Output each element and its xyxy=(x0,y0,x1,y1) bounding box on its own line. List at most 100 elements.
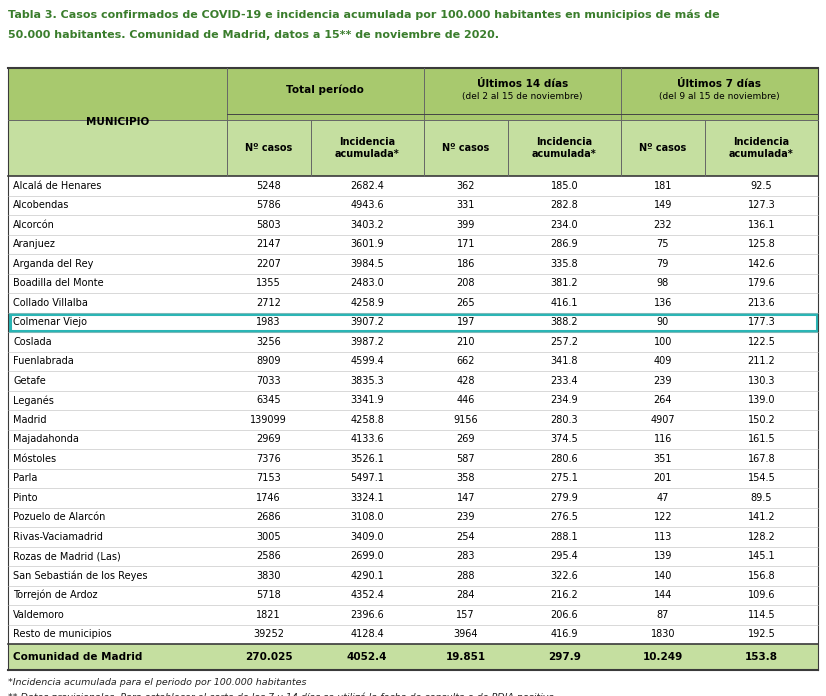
Text: 269: 269 xyxy=(457,434,475,444)
Text: 7376: 7376 xyxy=(256,454,281,464)
Text: 149: 149 xyxy=(653,200,672,210)
Text: 144: 144 xyxy=(653,590,672,600)
Text: 409: 409 xyxy=(653,356,672,366)
Text: 416.1: 416.1 xyxy=(551,298,578,308)
Text: Nº casos: Nº casos xyxy=(639,143,686,153)
Text: Incidencia
acumulada*: Incidencia acumulada* xyxy=(335,137,400,159)
Text: 213.6: 213.6 xyxy=(748,298,776,308)
Text: 139099: 139099 xyxy=(250,415,287,425)
Text: Total período: Total período xyxy=(286,85,364,95)
Text: 3526.1: 3526.1 xyxy=(350,454,384,464)
Text: 127.3: 127.3 xyxy=(748,200,776,210)
Text: 113: 113 xyxy=(653,532,672,541)
Text: 216.2: 216.2 xyxy=(550,590,578,600)
Text: Majadahonda: Majadahonda xyxy=(13,434,78,444)
Text: 185.0: 185.0 xyxy=(550,181,578,191)
Text: 4133.6: 4133.6 xyxy=(350,434,384,444)
Text: 2586: 2586 xyxy=(256,551,281,561)
Text: 2699.0: 2699.0 xyxy=(350,551,384,561)
Text: 351: 351 xyxy=(653,454,672,464)
Text: 153.8: 153.8 xyxy=(745,652,778,662)
Text: 335.8: 335.8 xyxy=(550,259,578,269)
Text: MUNICIPIO: MUNICIPIO xyxy=(86,117,149,127)
Text: Últimos 14 días: Últimos 14 días xyxy=(477,79,568,89)
Text: 4258.9: 4258.9 xyxy=(350,298,384,308)
Text: 5786: 5786 xyxy=(256,200,281,210)
Text: 282.8: 282.8 xyxy=(550,200,578,210)
Text: 270.025: 270.025 xyxy=(244,652,292,662)
Bar xyxy=(8,176,818,644)
Text: 4258.8: 4258.8 xyxy=(350,415,384,425)
Text: 145.1: 145.1 xyxy=(748,551,776,561)
Text: 3907.2: 3907.2 xyxy=(350,317,384,327)
Text: 288: 288 xyxy=(457,571,475,580)
Text: 206.6: 206.6 xyxy=(550,610,578,619)
Text: 4599.4: 4599.4 xyxy=(350,356,384,366)
Text: 3835.3: 3835.3 xyxy=(350,376,384,386)
Text: 140: 140 xyxy=(653,571,672,580)
Text: 167.8: 167.8 xyxy=(748,454,776,464)
Text: 358: 358 xyxy=(457,473,475,483)
Text: 3403.2: 3403.2 xyxy=(350,220,384,230)
Text: Nº casos: Nº casos xyxy=(245,143,292,153)
Text: 128.2: 128.2 xyxy=(748,532,776,541)
Text: Colmenar Viejo: Colmenar Viejo xyxy=(13,317,87,327)
Text: 141.2: 141.2 xyxy=(748,512,776,522)
Text: Torrejón de Ardoz: Torrejón de Ardoz xyxy=(13,590,97,601)
Text: 3601.9: 3601.9 xyxy=(350,239,384,249)
Text: 181: 181 xyxy=(653,181,672,191)
Text: 239: 239 xyxy=(457,512,475,522)
Text: 234.0: 234.0 xyxy=(550,220,578,230)
Text: 284: 284 xyxy=(457,590,475,600)
Text: 4352.4: 4352.4 xyxy=(350,590,384,600)
Text: 428: 428 xyxy=(457,376,475,386)
Text: *Incidencia acumulada para el periodo por 100.000 habitantes: *Incidencia acumulada para el periodo po… xyxy=(8,678,306,687)
Text: 2969: 2969 xyxy=(256,434,281,444)
Text: Aranjuez: Aranjuez xyxy=(13,239,56,249)
Text: Alcobendas: Alcobendas xyxy=(13,200,69,210)
Text: 139.0: 139.0 xyxy=(748,395,775,405)
Bar xyxy=(8,120,818,176)
Text: 5718: 5718 xyxy=(256,590,281,600)
Text: 2147: 2147 xyxy=(256,239,281,249)
Text: 1830: 1830 xyxy=(651,629,675,639)
Text: 2207: 2207 xyxy=(256,259,281,269)
Text: 1746: 1746 xyxy=(256,493,281,503)
Text: 157: 157 xyxy=(457,610,475,619)
Text: (del 9 al 15 de noviembre): (del 9 al 15 de noviembre) xyxy=(659,93,780,102)
Text: Últimos 7 días: Últimos 7 días xyxy=(677,79,762,89)
Text: Resto de municipios: Resto de municipios xyxy=(13,629,112,639)
Text: Rozas de Madrid (Las): Rozas de Madrid (Las) xyxy=(13,551,121,561)
Text: 50.000 habitantes. Comunidad de Madrid, datos a 15** de noviembre de 2020.: 50.000 habitantes. Comunidad de Madrid, … xyxy=(8,30,499,40)
Text: 114.5: 114.5 xyxy=(748,610,776,619)
Text: Getafe: Getafe xyxy=(13,376,45,386)
Text: 122.5: 122.5 xyxy=(748,337,776,347)
Text: 75: 75 xyxy=(657,239,669,249)
Text: 171: 171 xyxy=(457,239,475,249)
Text: 3409.0: 3409.0 xyxy=(350,532,384,541)
Text: 161.5: 161.5 xyxy=(748,434,776,444)
Text: Comunidad de Madrid: Comunidad de Madrid xyxy=(13,652,142,662)
Text: Tabla 3. Casos confirmados de COVID-19 e incidencia acumulada por 100.000 habita: Tabla 3. Casos confirmados de COVID-19 e… xyxy=(8,10,719,20)
Text: 2686: 2686 xyxy=(256,512,281,522)
Text: 279.9: 279.9 xyxy=(550,493,578,503)
Text: 3830: 3830 xyxy=(256,571,281,580)
Text: 139: 139 xyxy=(653,551,672,561)
Text: 92.5: 92.5 xyxy=(751,181,772,191)
Text: 109.6: 109.6 xyxy=(748,590,775,600)
Text: 288.1: 288.1 xyxy=(550,532,578,541)
Text: 1983: 1983 xyxy=(256,317,281,327)
Text: 587: 587 xyxy=(457,454,475,464)
Text: Coslada: Coslada xyxy=(13,337,51,347)
Text: Leganés: Leganés xyxy=(13,395,54,406)
Text: 4052.4: 4052.4 xyxy=(347,652,387,662)
Text: 3987.2: 3987.2 xyxy=(350,337,384,347)
Text: 322.6: 322.6 xyxy=(550,571,578,580)
Text: San Sebastián de los Reyes: San Sebastián de los Reyes xyxy=(13,571,148,581)
Text: 210: 210 xyxy=(457,337,475,347)
Text: 116: 116 xyxy=(653,434,672,444)
Text: 3984.5: 3984.5 xyxy=(350,259,384,269)
Text: 275.1: 275.1 xyxy=(550,473,578,483)
Text: 1355: 1355 xyxy=(256,278,281,288)
Text: 381.2: 381.2 xyxy=(550,278,578,288)
